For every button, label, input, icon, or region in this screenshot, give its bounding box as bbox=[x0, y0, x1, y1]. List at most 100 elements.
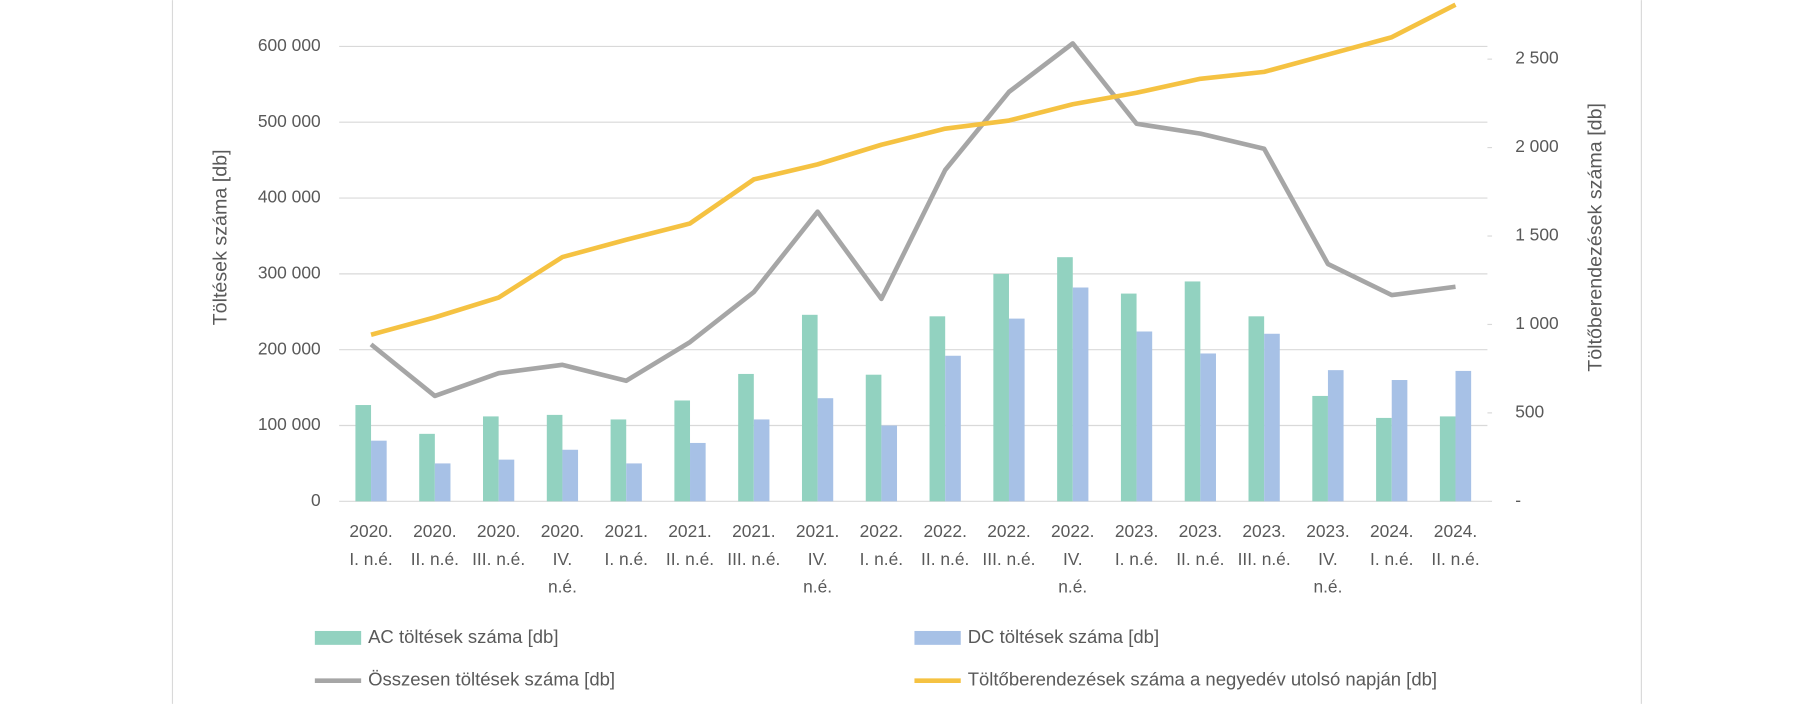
x-tick-label: 2021. bbox=[796, 521, 839, 541]
y2-tick-label: 500 bbox=[1515, 401, 1544, 421]
bar bbox=[865, 374, 882, 502]
bar bbox=[1327, 370, 1344, 502]
x-tick-label: 2022. bbox=[860, 521, 903, 541]
bar bbox=[419, 433, 435, 502]
x-tick-label: II. n.é. bbox=[666, 549, 714, 569]
y2-tick-label: 1 000 bbox=[1515, 313, 1558, 333]
bar bbox=[1200, 353, 1216, 502]
bar bbox=[738, 373, 754, 502]
bar bbox=[753, 419, 770, 502]
legend-swatch bbox=[314, 630, 362, 645]
bar bbox=[1391, 380, 1408, 502]
x-tick-label: n.é. bbox=[803, 577, 832, 597]
line bbox=[369, 41, 1456, 399]
bar bbox=[945, 355, 961, 502]
x-tick-label: II. n.é. bbox=[1176, 549, 1224, 569]
bar bbox=[498, 459, 515, 502]
y-tick-label: 600 000 bbox=[258, 35, 321, 55]
x-tick-label: 2020. bbox=[413, 521, 456, 541]
y-tick-label: 500 000 bbox=[258, 111, 321, 131]
legend-swatch bbox=[914, 630, 961, 645]
y2-tick-label: 2 000 bbox=[1515, 136, 1558, 156]
x-tick-label: 2021. bbox=[604, 521, 647, 541]
y2-tick-label: 1 500 bbox=[1515, 225, 1558, 245]
y2-tick-label: - bbox=[1515, 490, 1521, 510]
x-tick-label: IV. bbox=[808, 549, 828, 569]
bar bbox=[929, 316, 946, 502]
x-tick-label: I. n.é. bbox=[1115, 549, 1158, 569]
x-tick-label: 2023. bbox=[1242, 521, 1285, 541]
y-tick-label: 100 000 bbox=[258, 414, 321, 434]
x-tick-label: 2021. bbox=[732, 521, 775, 541]
bar bbox=[562, 449, 579, 502]
x-tick-label: IV. bbox=[1063, 549, 1083, 569]
x-tick-label: I. n.é. bbox=[605, 549, 648, 569]
bar bbox=[355, 405, 372, 502]
bar bbox=[1184, 281, 1201, 502]
x-tick-label: 2022. bbox=[923, 521, 966, 541]
x-tick-label: I. n.é. bbox=[1370, 549, 1413, 569]
bar bbox=[626, 463, 642, 502]
bar bbox=[817, 398, 834, 502]
x-tick-label: III. n.é. bbox=[982, 549, 1035, 569]
y-tick-label: 300 000 bbox=[258, 262, 321, 282]
legend-label: Töltőberendezések száma a negyedév utols… bbox=[968, 669, 1437, 690]
x-tick-label: 2024. bbox=[1370, 521, 1413, 541]
x-tick-label: I. n.é. bbox=[349, 549, 392, 569]
x-tick-label: 2023. bbox=[1115, 521, 1158, 541]
bar bbox=[1008, 318, 1025, 502]
y-axis-title: Töltések száma [db] bbox=[209, 149, 231, 325]
x-tick-label: III. n.é. bbox=[472, 549, 525, 569]
bar bbox=[1057, 257, 1073, 502]
bar bbox=[610, 419, 627, 502]
bar bbox=[371, 440, 387, 502]
y-tick-label: 200 000 bbox=[258, 338, 321, 358]
x-tick-label: I. n.é. bbox=[860, 549, 903, 569]
bar bbox=[690, 442, 706, 502]
y2-axis-title: Töltőberendezések száma [db] bbox=[1584, 103, 1606, 372]
x-tick-label: III. n.é. bbox=[1238, 549, 1291, 569]
x-tick-label: 2020. bbox=[541, 521, 584, 541]
x-tick-label: n.é. bbox=[1058, 577, 1087, 597]
bar bbox=[1072, 287, 1089, 502]
bar bbox=[1264, 333, 1280, 502]
bar bbox=[434, 463, 451, 502]
bar bbox=[1248, 316, 1265, 502]
x-tick-label: 2024. bbox=[1434, 521, 1477, 541]
bar bbox=[1376, 417, 1392, 502]
x-tick-label: II. n.é. bbox=[921, 549, 969, 569]
x-tick-label: 2023. bbox=[1179, 521, 1222, 541]
x-tick-label: IV. bbox=[1318, 549, 1338, 569]
x-tick-label: 2020. bbox=[477, 521, 520, 541]
x-tick-label: n.é. bbox=[548, 577, 577, 597]
bar bbox=[993, 273, 1009, 502]
line bbox=[370, 2, 1457, 337]
x-tick-label: IV. bbox=[553, 549, 573, 569]
bar bbox=[1455, 370, 1472, 502]
x-tick-label: 2020. bbox=[349, 521, 392, 541]
bar bbox=[674, 400, 691, 502]
legend-label: AC töltések száma [db] bbox=[368, 626, 558, 647]
bar bbox=[881, 425, 898, 502]
x-tick-label: n.é. bbox=[1313, 577, 1342, 597]
legend-label: Összesen töltések száma [db] bbox=[368, 669, 615, 690]
x-tick-label: 2022. bbox=[1051, 521, 1094, 541]
bar bbox=[483, 416, 499, 502]
bar bbox=[1136, 331, 1153, 502]
y-tick-label: 400 000 bbox=[258, 187, 321, 207]
x-tick-label: II. n.é. bbox=[1431, 549, 1479, 569]
y-tick-label: 0 bbox=[311, 490, 321, 510]
bar bbox=[1312, 395, 1328, 502]
x-tick-label: III. n.é. bbox=[727, 549, 780, 569]
bar bbox=[801, 314, 818, 502]
x-tick-label: II. n.é. bbox=[411, 549, 459, 569]
bar bbox=[1120, 293, 1137, 502]
bar bbox=[546, 414, 563, 502]
y2-tick-label: 2 500 bbox=[1515, 48, 1558, 68]
x-tick-label: 2022. bbox=[987, 521, 1030, 541]
x-tick-label: 2021. bbox=[668, 521, 711, 541]
x-tick-label: 2023. bbox=[1306, 521, 1349, 541]
bar bbox=[1439, 416, 1456, 502]
legend-label: DC töltések száma [db] bbox=[968, 626, 1159, 647]
